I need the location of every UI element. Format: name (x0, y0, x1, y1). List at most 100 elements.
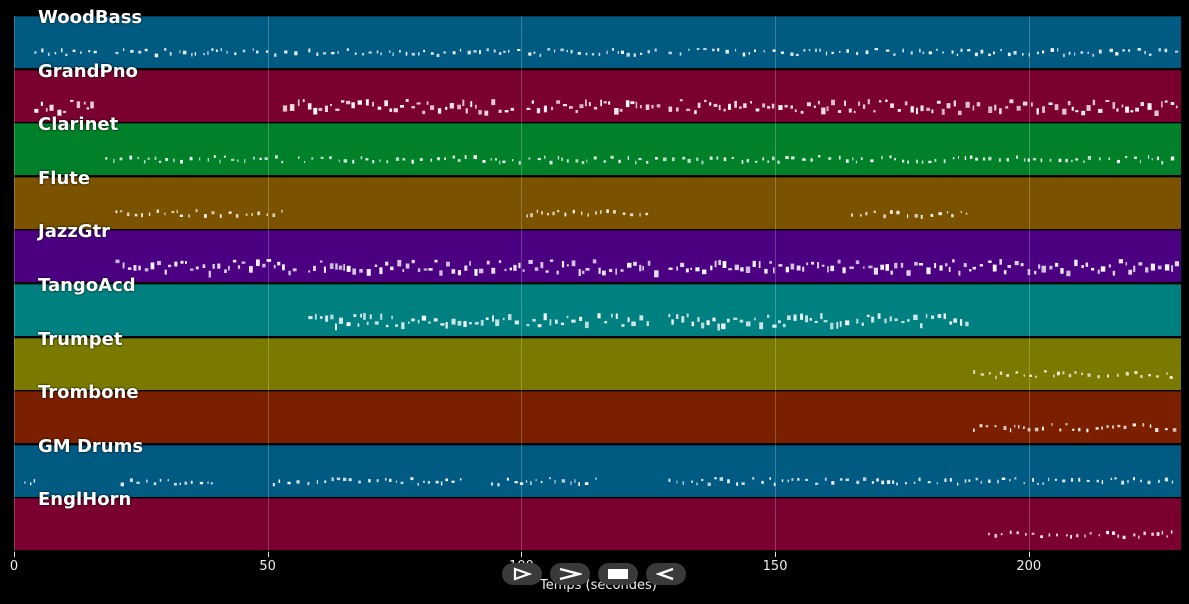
note-mark (45, 107, 48, 112)
note-mark (973, 369, 976, 374)
note-mark (514, 480, 518, 483)
note-mark (974, 52, 978, 57)
note-mark (277, 262, 281, 266)
note-mark (352, 268, 356, 276)
note-mark (964, 156, 967, 161)
note-mark (525, 480, 528, 483)
note-mark (237, 265, 241, 270)
note-mark (262, 264, 266, 268)
note-mark (769, 476, 771, 480)
note-mark (1074, 52, 1076, 56)
note-mark (855, 260, 860, 265)
note-mark (389, 50, 391, 53)
note-mark (1080, 51, 1084, 54)
note-mark (422, 480, 425, 483)
note-mark (802, 158, 806, 161)
note-mark (625, 99, 630, 107)
note-mark (725, 49, 729, 54)
note-mark (191, 52, 193, 57)
note-mark (179, 214, 183, 217)
note-mark (1053, 374, 1055, 378)
track-row[interactable]: WoodBass (14, 7, 1181, 68)
note-mark (603, 160, 606, 163)
note-mark (621, 324, 625, 327)
note-mark (1170, 156, 1175, 161)
note-mark (740, 267, 744, 272)
note-mark (320, 316, 323, 319)
note-mark (359, 269, 363, 274)
note-mark (889, 155, 892, 159)
track-row[interactable]: Trumpet (14, 329, 1181, 390)
note-mark (1151, 532, 1154, 537)
track-name: WoodBass (38, 7, 143, 28)
note-mark (560, 322, 565, 326)
note-mark (973, 428, 975, 433)
note-mark (910, 105, 914, 113)
note-mark (357, 99, 362, 105)
note-mark (386, 160, 389, 164)
note-mark (1112, 101, 1116, 109)
axis-tick-label: 0 (9, 559, 19, 574)
note-mark (1009, 428, 1012, 433)
note-mark (581, 161, 585, 165)
note-mark (569, 105, 573, 109)
note-mark (167, 478, 169, 481)
note-mark (357, 323, 360, 327)
track-row[interactable]: JazzGtr (14, 221, 1181, 283)
note-mark (281, 161, 284, 164)
note-mark (615, 268, 617, 276)
track-row[interactable]: Clarinet (14, 114, 1181, 176)
note-mark (1016, 155, 1018, 159)
track-row[interactable]: TangoAcd (14, 275, 1181, 336)
track-row[interactable]: GrandPno (14, 61, 1181, 122)
note-mark (1081, 110, 1086, 115)
note-mark (1128, 270, 1133, 276)
note-mark (963, 263, 967, 268)
note-mark (362, 53, 365, 56)
note-mark (1048, 477, 1050, 481)
note-mark (338, 159, 340, 163)
note-mark (811, 262, 814, 265)
play-button[interactable] (502, 563, 542, 585)
track-row[interactable]: GM Drums (14, 436, 1181, 497)
note-mark (1144, 50, 1146, 55)
note-mark (931, 315, 935, 319)
note-mark (430, 104, 435, 110)
track-row[interactable]: EnglHorn (14, 489, 1181, 551)
note-mark (988, 105, 993, 113)
note-mark (451, 480, 455, 483)
note-mark (532, 318, 536, 322)
note-mark (513, 265, 517, 272)
note-mark (938, 211, 942, 215)
note-mark (842, 267, 846, 274)
note-mark (1158, 48, 1161, 52)
note-mark (154, 53, 159, 58)
note-mark (614, 107, 619, 115)
note-mark (463, 321, 467, 327)
stop-button[interactable] (598, 563, 638, 585)
note-mark (1170, 101, 1175, 105)
note-mark (421, 315, 427, 321)
note-mark (800, 313, 803, 320)
note-mark (668, 51, 672, 55)
track-row[interactable]: Flute (14, 168, 1181, 229)
note-mark (773, 482, 776, 486)
note-mark (1147, 102, 1152, 110)
note-mark (896, 482, 898, 486)
note-mark (219, 213, 222, 218)
note-mark (767, 314, 770, 318)
note-mark (144, 268, 149, 272)
fast-forward-button[interactable] (550, 563, 590, 585)
note-mark (831, 51, 834, 55)
note-mark (537, 158, 541, 161)
note-mark (965, 212, 968, 215)
rewind-button[interactable] (646, 563, 686, 585)
note-mark (457, 159, 461, 163)
note-mark (530, 212, 533, 217)
note-mark (849, 266, 854, 270)
note-mark (491, 268, 496, 275)
note-mark (292, 268, 297, 272)
note-mark (34, 51, 37, 54)
track-row[interactable]: Trombone (14, 382, 1181, 444)
note-mark (1000, 48, 1002, 52)
